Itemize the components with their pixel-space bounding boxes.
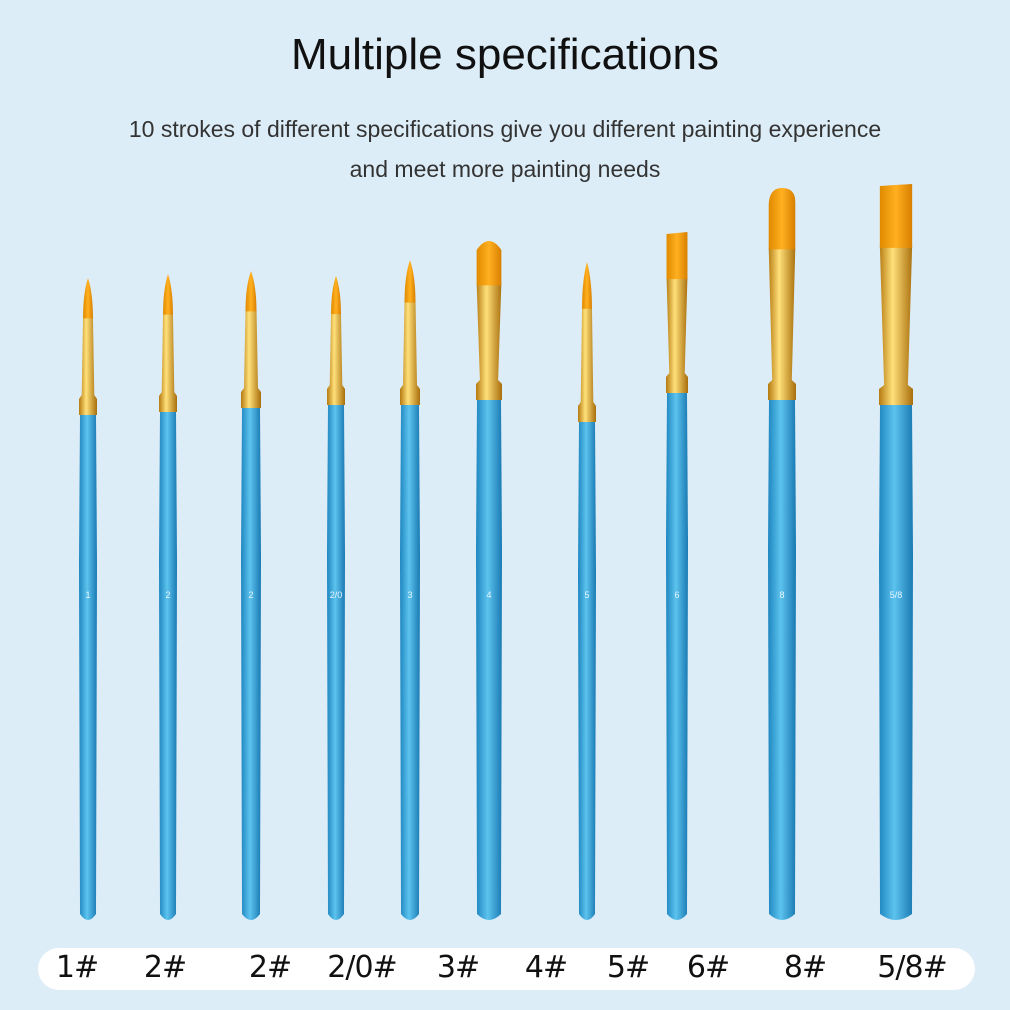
brush-bristles (476, 241, 502, 286)
subtitle-line-1: 10 strokes of different specifications g… (128, 116, 882, 142)
size-label-bar (38, 948, 975, 990)
handle-size-mark: 2 (248, 590, 253, 600)
brush-handle (476, 400, 502, 920)
brush-ferrule (241, 309, 261, 408)
handle-size-mark: 6 (674, 590, 679, 600)
brush-size-label: 5# (606, 950, 650, 985)
paintbrush: 8 (768, 188, 796, 920)
brush-ferrule (879, 245, 913, 405)
brush-bristles (582, 262, 592, 309)
paintbrush: 4 (476, 241, 502, 920)
brush-size-label: 3# (436, 950, 480, 985)
handle-size-mark: 5/8 (890, 590, 903, 600)
brush-handle (241, 408, 261, 920)
brush-bristles (245, 271, 257, 312)
handle-size-mark: 2/0 (330, 590, 343, 600)
handle-size-mark: 2 (165, 590, 170, 600)
handle-size-mark: 3 (407, 590, 412, 600)
brush-ferrule (327, 312, 345, 405)
brush-ferrule (768, 247, 796, 400)
paintbrush: 2/0 (327, 276, 345, 920)
paintbrush: 3 (400, 260, 420, 920)
brush-ferrule (400, 300, 420, 405)
brush-bristles (331, 276, 341, 315)
paintbrush: 5/8 (879, 184, 913, 920)
brush-bristles (666, 232, 688, 280)
brush-size-label: 2# (143, 950, 187, 985)
brush-handle (768, 400, 796, 920)
brush-handle (879, 405, 913, 920)
paintbrush: 5 (578, 262, 596, 920)
paintbrush: 2 (159, 274, 177, 920)
brush-bristles (879, 184, 913, 248)
brush-handle (578, 422, 596, 920)
subtitle-line-2: and meet more painting needs (349, 156, 661, 182)
brush-handle (666, 393, 688, 920)
handle-size-mark: 1 (85, 590, 90, 600)
brush-handle (79, 415, 97, 920)
handle-size-mark: 8 (779, 590, 784, 600)
brush-handle (400, 405, 420, 920)
brush-handle (159, 412, 177, 920)
brush-ferrule (666, 277, 688, 393)
brush-bristles (404, 260, 416, 303)
paintbrush: 1 (79, 278, 97, 920)
brush-bristles (163, 274, 173, 315)
paintbrush: 2 (241, 271, 261, 920)
heading: Multiple specifications (291, 30, 719, 79)
handle-size-mark: 4 (486, 590, 491, 600)
brush-ferrule (159, 312, 177, 412)
brush-handle (327, 405, 345, 920)
brush-size-label: 2/0# (327, 950, 397, 985)
brush-ferrule (578, 306, 596, 422)
handle-size-mark: 5 (584, 590, 589, 600)
brush-size-label: 4# (524, 950, 568, 985)
brush-bristles (83, 278, 93, 319)
brush-size-label: 2# (248, 950, 292, 985)
brush-ferrule (476, 283, 502, 400)
brush-size-label: 1# (55, 950, 99, 985)
paintbrush: 6 (666, 232, 688, 920)
brush-size-label: 5/8# (877, 950, 947, 985)
brush-bristles (768, 188, 796, 250)
brush-size-label: 8# (783, 950, 827, 985)
brush-size-label: 6# (686, 950, 730, 985)
brush-ferrule (79, 316, 97, 415)
